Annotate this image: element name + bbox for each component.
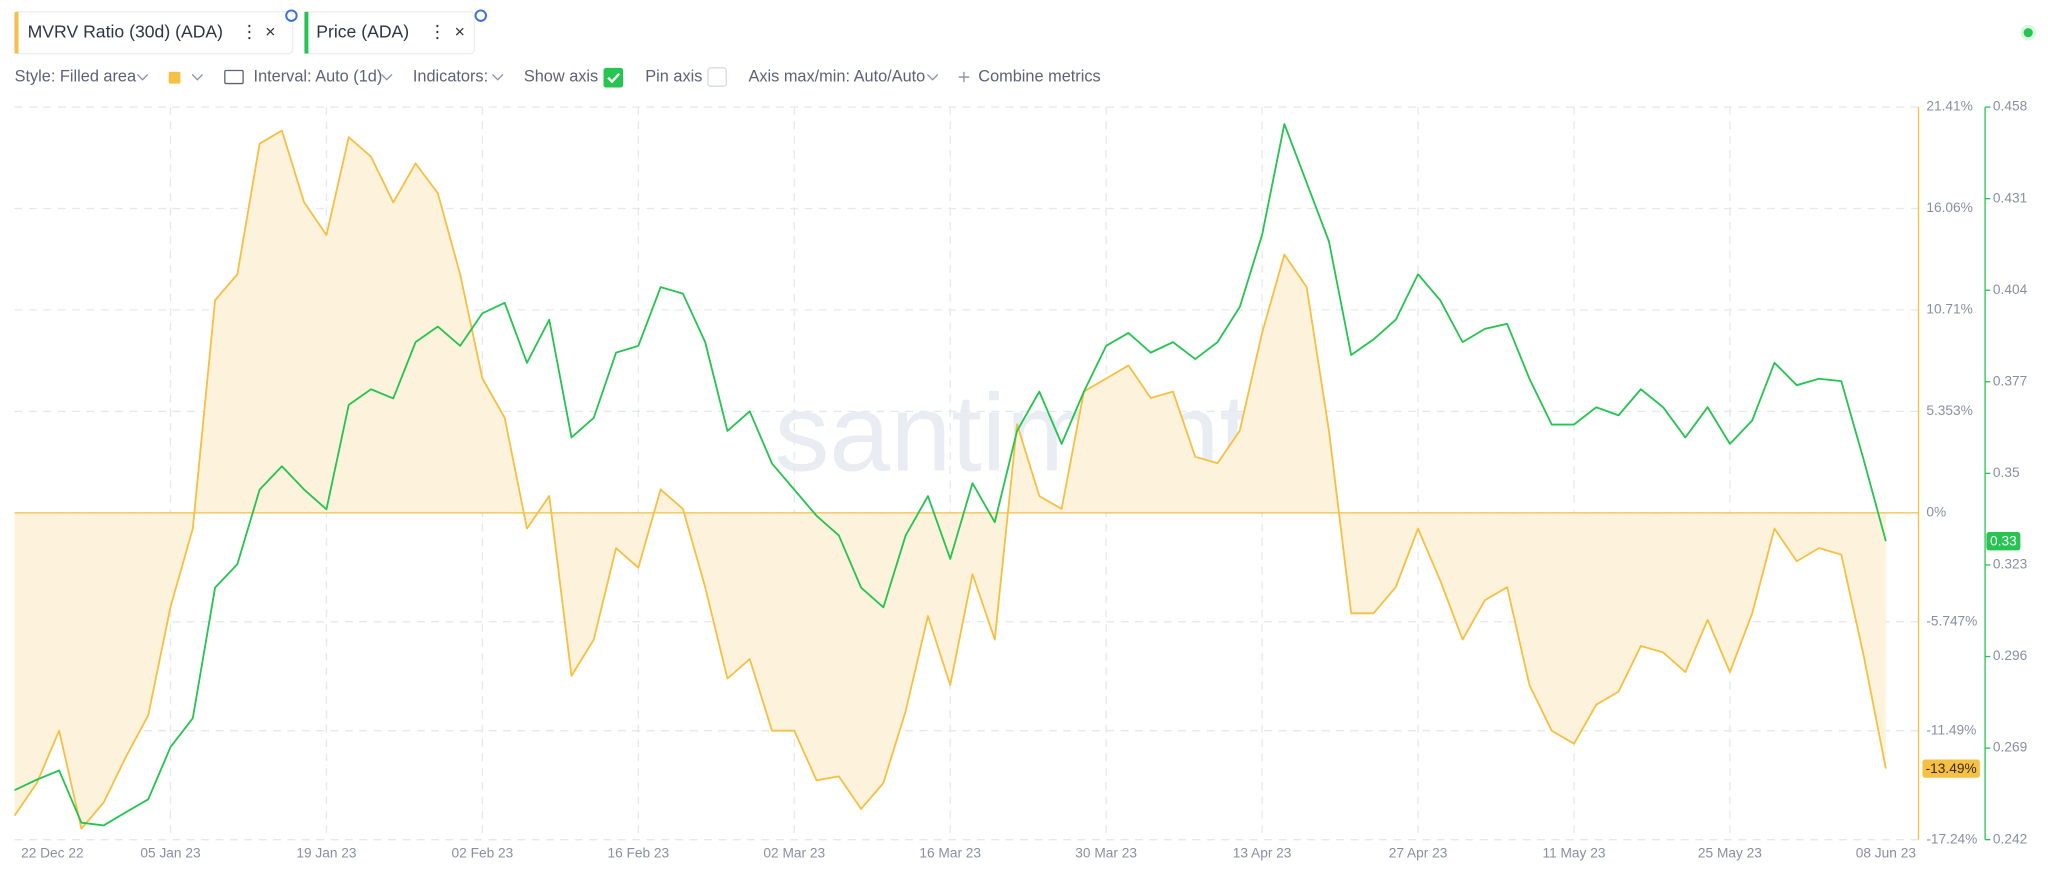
series-line [13, 129, 1887, 830]
show-axis-checkbox[interactable] [603, 67, 624, 88]
interval-select[interactable]: Interval: Auto (1d) [254, 67, 383, 85]
y-tick-label: 16.06% [1926, 200, 1972, 215]
y-tick-label: -11.49% [1926, 722, 1976, 737]
x-tick-label: 16 Mar 23 [919, 846, 981, 861]
pin-axis-label: Pin axis [645, 67, 702, 85]
metric-chip[interactable]: Price (ADA) ⋮ × [303, 9, 487, 55]
last-value-badge [1986, 532, 2021, 551]
chip-label: MVRV Ratio (30d) (ADA) [28, 21, 223, 41]
x-tick-label: 13 Apr 23 [1233, 846, 1292, 861]
toolbar: Style: Filled area Interval: Auto (1d) I… [15, 67, 1101, 88]
y2-tick-label: 0.323 [1993, 557, 2028, 572]
chevron [381, 73, 393, 81]
plus-icon [958, 71, 970, 83]
chip-settings[interactable] [285, 9, 298, 22]
x-tick-label: 08 Jun 23 [1856, 846, 1917, 861]
y-tick-label: 0% [1926, 505, 1946, 520]
y2-tick-label: 0.35 [1993, 465, 2020, 480]
chip-settings[interactable] [474, 9, 487, 22]
chip-close[interactable]: × [455, 21, 465, 41]
y-tick-label: -17.24% [1926, 831, 1977, 846]
x-tick-label: 30 Mar 23 [1075, 846, 1137, 861]
interval-icon [224, 69, 244, 85]
x-tick-label: 02 Mar 23 [763, 846, 825, 861]
color-swatch[interactable] [168, 71, 181, 84]
metric-chip[interactable]: MVRV Ratio (30d) (ADA) ⋮ × [13, 9, 298, 55]
status-dot [2023, 28, 2033, 38]
y2-tick-label: 0.431 [1993, 190, 2027, 205]
checkmark [607, 72, 621, 84]
x-tick-label: 16 Feb 23 [607, 846, 669, 861]
y-tick-label: 10.71% [1926, 302, 1972, 317]
combine-metrics[interactable]: Combine metrics [978, 67, 1100, 85]
chip-label: Price (ADA) [316, 21, 409, 41]
chip-menu[interactable]: ⋮ [240, 21, 258, 41]
series-line [14, 123, 1887, 827]
y-tick-label: 5.353% [1926, 403, 1972, 418]
chip-color [14, 11, 19, 54]
area [14, 130, 1886, 829]
last-value-badge [1922, 759, 1980, 778]
chevron [136, 73, 149, 81]
style-select[interactable]: Style: Filled area [15, 67, 137, 85]
indicators-select[interactable]: Indicators: [413, 67, 488, 85]
last-value-label: 0.33 [1990, 533, 2017, 548]
x-tick-label: 11 May 23 [1542, 846, 1605, 861]
y2-tick-label: 0.269 [1993, 740, 2027, 755]
chevron [191, 73, 204, 81]
x-tick-label: 19 Jan 23 [296, 846, 357, 861]
plot: 21.41% 16.06% 10.71% 5.353% 0% -5.747% -11.49%… [13, 99, 2028, 861]
y2-tick-label: 0.458 [1993, 99, 2028, 114]
x-tick-label: 27 Apr 23 [1389, 846, 1448, 861]
axis-range-select[interactable]: Axis max/min: Auto/Auto [748, 67, 925, 85]
x-tick-label: 02 Feb 23 [452, 846, 514, 861]
y-tick-label: 21.41% [1926, 99, 1972, 114]
chip-menu[interactable]: ⋮ [429, 21, 447, 41]
y2-tick-label: 0.242 [1993, 831, 2027, 846]
chevron [926, 73, 939, 81]
last-value-label: -13.49% [1926, 761, 1977, 776]
y2-tick-label: 0.404 [1993, 282, 2028, 297]
y-tick-label: -5.747% [1926, 613, 1977, 628]
x-tick-label: 25 May 23 [1698, 846, 1762, 861]
y2-tick-label: 0.377 [1993, 373, 2027, 388]
show-axis-label: Show axis [524, 67, 598, 85]
pin-axis-checkbox[interactable] [707, 67, 727, 87]
y2-tick-label: 0.296 [1993, 648, 2028, 663]
x-tick-label: 22 Dec 22 [21, 846, 83, 861]
x-tick-label: 05 Jan 23 [140, 846, 201, 861]
chevron [492, 73, 504, 81]
chip-color [304, 11, 309, 54]
chip-close[interactable]: × [265, 21, 275, 41]
